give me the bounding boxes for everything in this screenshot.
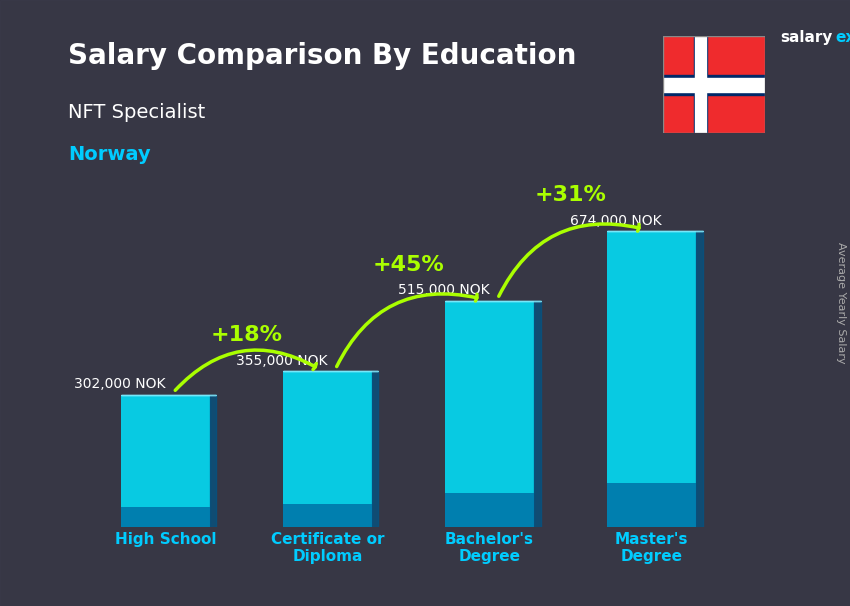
- Bar: [121, 507, 210, 527]
- Bar: [607, 231, 696, 527]
- Polygon shape: [696, 231, 703, 527]
- Text: 302,000 NOK: 302,000 NOK: [74, 377, 166, 391]
- Bar: [663, 78, 765, 92]
- Bar: [283, 504, 372, 527]
- Text: +18%: +18%: [210, 325, 282, 345]
- Text: salary: salary: [780, 30, 833, 45]
- Text: explorer: explorer: [836, 30, 850, 45]
- Polygon shape: [210, 395, 216, 527]
- Bar: [663, 75, 765, 95]
- Bar: [695, 36, 706, 133]
- Text: 515,000 NOK: 515,000 NOK: [399, 284, 490, 298]
- Text: 355,000 NOK: 355,000 NOK: [236, 354, 328, 368]
- Text: NFT Specialist: NFT Specialist: [68, 103, 205, 122]
- Text: 674,000 NOK: 674,000 NOK: [570, 213, 661, 228]
- Text: Salary Comparison By Education: Salary Comparison By Education: [68, 42, 576, 70]
- Bar: [694, 36, 707, 133]
- Bar: [283, 371, 372, 527]
- Text: +45%: +45%: [372, 255, 445, 275]
- Bar: [445, 493, 534, 527]
- Bar: [607, 483, 696, 527]
- Text: Average Yearly Salary: Average Yearly Salary: [836, 242, 846, 364]
- Bar: [445, 301, 534, 527]
- Bar: [121, 395, 210, 527]
- Polygon shape: [534, 301, 541, 527]
- Text: Norway: Norway: [68, 145, 150, 164]
- Text: +31%: +31%: [535, 185, 606, 205]
- Polygon shape: [372, 371, 378, 527]
